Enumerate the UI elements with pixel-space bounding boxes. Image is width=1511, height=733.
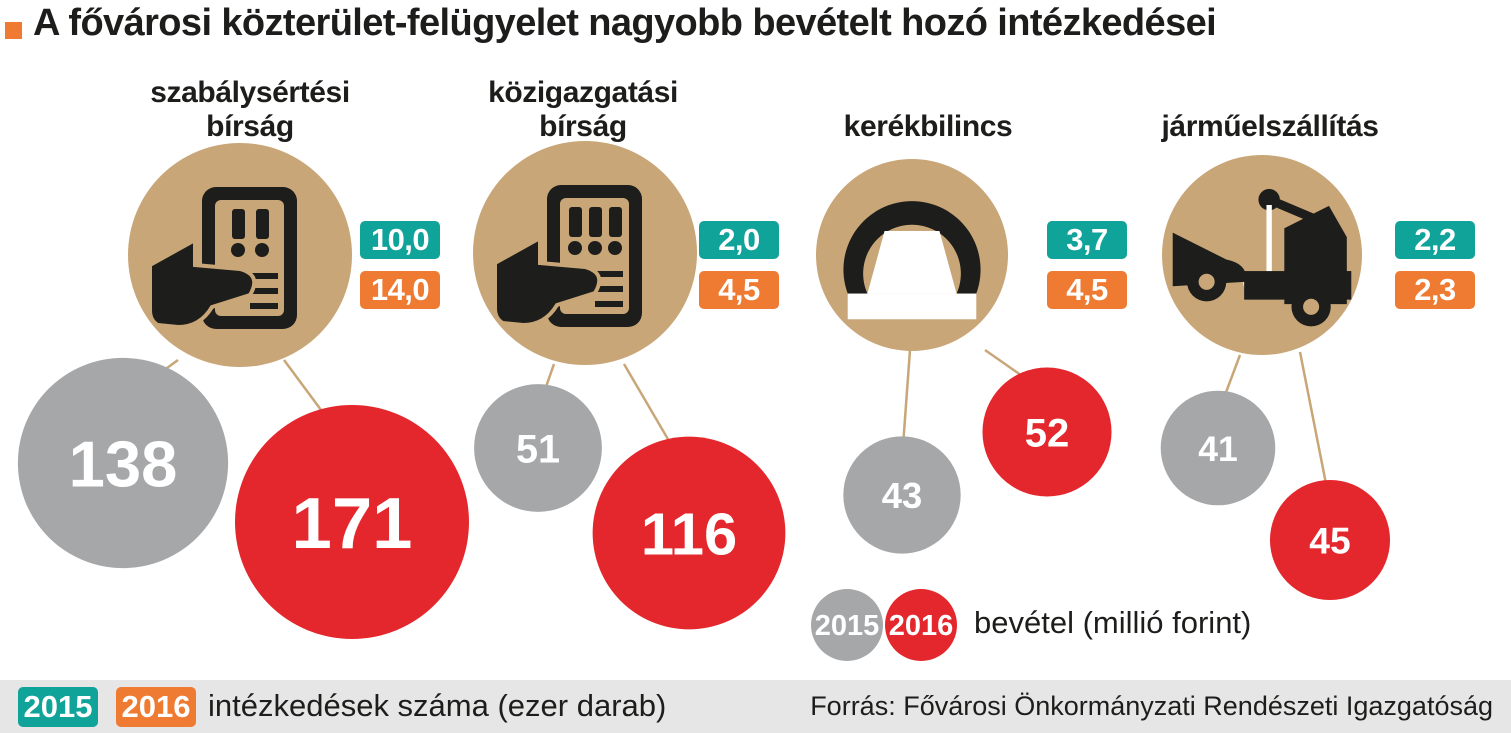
title-marker (5, 22, 22, 39)
revenue-2015-bubble-3-circle (1160, 390, 1276, 506)
revenue-2015-bubble-1-circle (474, 384, 602, 512)
legend-2015-circle (811, 589, 883, 661)
revenue-2015-bubble-0-circle (17, 357, 229, 569)
source-note: Forrás: Fővárosi Önkormányzati Rendészet… (810, 691, 1493, 721)
revenue-2016-bubble-1-circle (592, 436, 786, 630)
revenue-legend: 2015 2016 (811, 589, 957, 661)
revenue-2015-bubble-2-label: 43 (882, 475, 922, 516)
bubble-chart: 138 171 51 116 43 52 41 45 (17, 141, 1391, 639)
legend-2015-label: 2015 (815, 610, 880, 642)
revenue-2016-bubble-0-circle (235, 405, 469, 639)
count-2016-badge-3: 2,3 (1395, 271, 1475, 309)
revenue-2015-bubble-1-label: 51 (516, 427, 560, 471)
tow-truck-icon (1162, 155, 1362, 355)
revenue-2016-bubble-3-circle (1269, 479, 1391, 601)
fine-ticket-icon (128, 143, 352, 367)
count-2015-badge-1: 2,0 (699, 221, 779, 259)
count-legend-text: intézkedések száma (ezer darab) (208, 688, 667, 723)
revenue-2016-bubble-2-circle (982, 367, 1112, 497)
footer-bar (0, 680, 1511, 733)
count-2015-badge-3: 2,2 (1395, 221, 1475, 259)
wheel-clamp-icon (816, 159, 1008, 351)
revenue-2016-bubble-0-label: 171 (291, 483, 412, 564)
category-label-2: kerékbilincs (843, 110, 1013, 143)
revenue-2015-bubble-3-label: 41 (1198, 429, 1238, 469)
admin-fine-ticket-icon (473, 141, 697, 365)
revenue-2016-bubble-2-label: 52 (1025, 411, 1070, 455)
page-title: A fővárosi közterület-felügyelet nagyobb… (33, 2, 1217, 44)
count-2016-badge-0: 14,0 (360, 271, 440, 309)
count-2015-badge-0: 10,0 (360, 221, 440, 259)
revenue-2016-bubble-1-label: 116 (641, 501, 737, 568)
count-2016-badge-2: 4,5 (1047, 271, 1127, 309)
count-legend-2016-badge: 2016 (116, 687, 196, 727)
revenue-2015-bubble-2-circle (843, 436, 961, 554)
revenue-2015-bubble-0-label: 138 (69, 427, 178, 500)
count-2015-badge-2: 3,7 (1047, 221, 1127, 259)
legend-2016-label: 2016 (889, 610, 954, 642)
category-label-1: közigazgatási bírság (488, 76, 678, 143)
category-label-3: járműelszállítás (1161, 110, 1379, 143)
count-2016-badge-1: 4,5 (699, 271, 779, 309)
connector-2016-3 (1298, 351, 1332, 505)
legend-2016-circle (885, 589, 957, 661)
revenue-2016-bubble-3-label: 45 (1309, 519, 1350, 561)
category-label-0: szabálysértési bírság (150, 76, 350, 143)
count-legend-2015-badge: 2015 (18, 687, 98, 727)
revenue-legend-text: bevétel (millió forint) (974, 605, 1252, 640)
